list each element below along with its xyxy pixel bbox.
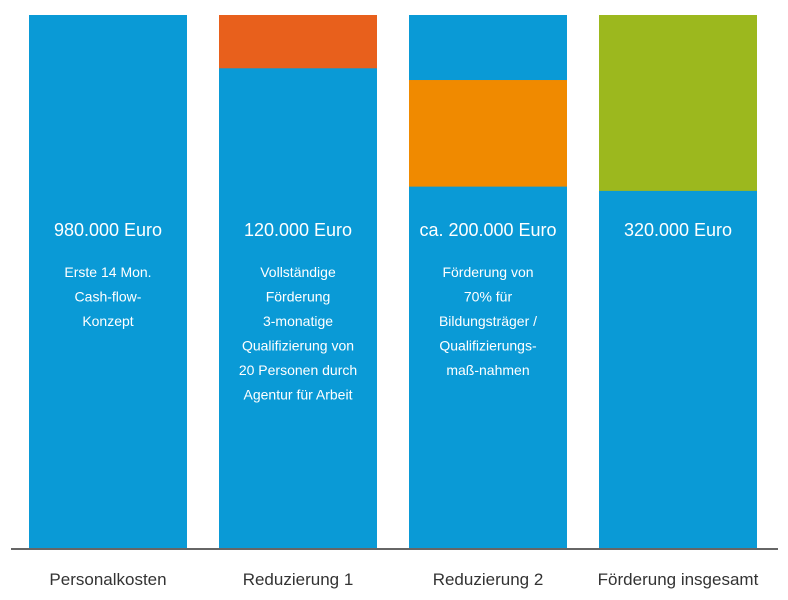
- bar-group-1: 980.000 Euro Erste 14 Mon. Cash-flow- Konze…: [29, 15, 187, 589]
- amount-label: 120.000 Euro: [244, 220, 352, 240]
- description-line: Agentur für Arbeit: [244, 387, 353, 403]
- bar-group-3: ca. 200.000 Euro Förderung von 70% für Bild…: [409, 15, 567, 589]
- bar-group-2: 120.000 Euro Vollständige Förderung 3-monat…: [219, 15, 377, 589]
- category-label: Personalkosten: [49, 570, 166, 589]
- bar-group-4: 320.000 Euro Förderung insgesamt: [598, 15, 759, 589]
- description-line: Qualifizierungs-: [439, 338, 537, 354]
- description-line: 20 Personen durch: [239, 362, 357, 378]
- category-label: Förderung insgesamt: [598, 570, 759, 589]
- amount-label: 320.000 Euro: [624, 220, 732, 240]
- description-line: Cash-flow-: [75, 289, 142, 305]
- category-label: Reduzierung 1: [243, 570, 354, 589]
- description-line: Bildungsträger /: [439, 313, 537, 329]
- amount-label: ca. 200.000 Euro: [419, 220, 556, 240]
- description-line: 70% für: [464, 289, 513, 305]
- bar-1: [29, 15, 187, 548]
- amount-label: 980.000 Euro: [54, 220, 162, 240]
- bar-highlight-segment-3: [409, 80, 567, 187]
- category-label: Reduzierung 2: [433, 570, 544, 589]
- description-line: Erste 14 Mon.: [64, 264, 151, 280]
- bar-highlight-segment-2: [219, 15, 377, 69]
- description-line: 3-monatige: [263, 313, 333, 329]
- bar-2: [219, 15, 377, 548]
- description-line: Qualifizierung von: [242, 338, 354, 354]
- description-line: Förderung von: [442, 264, 533, 280]
- bar-highlight-segment-4: [599, 15, 757, 191]
- description-line: Vollständige: [260, 264, 336, 280]
- description-line: maß-nahmen: [446, 362, 529, 378]
- description-line: Konzept: [82, 313, 133, 329]
- description-line: Förderung: [266, 289, 331, 305]
